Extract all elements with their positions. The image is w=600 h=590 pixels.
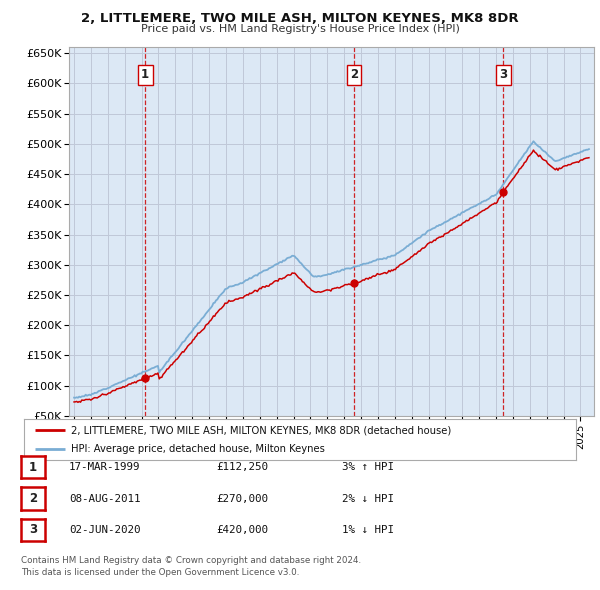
Text: 1: 1 [141, 68, 149, 81]
Text: HPI: Average price, detached house, Milton Keynes: HPI: Average price, detached house, Milt… [71, 444, 325, 454]
Text: 3% ↑ HPI: 3% ↑ HPI [342, 463, 394, 472]
Text: Price paid vs. HM Land Registry's House Price Index (HPI): Price paid vs. HM Land Registry's House … [140, 24, 460, 34]
Text: 08-AUG-2011: 08-AUG-2011 [69, 494, 140, 503]
Text: 2% ↓ HPI: 2% ↓ HPI [342, 494, 394, 503]
Text: 2, LITTLEMERE, TWO MILE ASH, MILTON KEYNES, MK8 8DR (detached house): 2, LITTLEMERE, TWO MILE ASH, MILTON KEYN… [71, 425, 451, 435]
Text: 1: 1 [29, 461, 37, 474]
Text: 2: 2 [29, 492, 37, 505]
Text: Contains HM Land Registry data © Crown copyright and database right 2024.
This d: Contains HM Land Registry data © Crown c… [21, 556, 361, 576]
Text: 02-JUN-2020: 02-JUN-2020 [69, 525, 140, 535]
Text: £112,250: £112,250 [216, 463, 268, 472]
Text: £420,000: £420,000 [216, 525, 268, 535]
Text: 2: 2 [350, 68, 358, 81]
Text: 3: 3 [29, 523, 37, 536]
Text: 3: 3 [499, 68, 507, 81]
Text: 2, LITTLEMERE, TWO MILE ASH, MILTON KEYNES, MK8 8DR: 2, LITTLEMERE, TWO MILE ASH, MILTON KEYN… [81, 12, 519, 25]
Text: 1% ↓ HPI: 1% ↓ HPI [342, 525, 394, 535]
Text: 17-MAR-1999: 17-MAR-1999 [69, 463, 140, 472]
Text: £270,000: £270,000 [216, 494, 268, 503]
